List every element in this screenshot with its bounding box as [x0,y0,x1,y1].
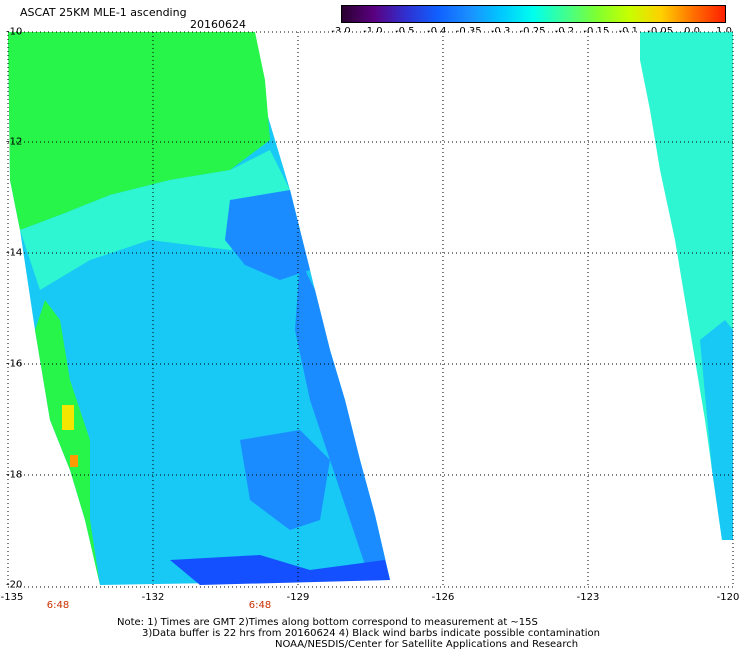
swath-spot-orange [70,455,78,467]
grid-lines [8,32,733,587]
lon-label-126: -126 [431,592,455,603]
lon-label-132: -132 [141,592,165,603]
lat-label-14: -14 [6,247,23,259]
time-label-left: 6:48 [46,600,70,611]
time-label-middle: 6:48 [248,600,272,611]
map-date: 20160624 [190,18,246,31]
lat-label-18: -18 [6,469,23,481]
swath-region-aqua [20,150,300,290]
swath-region-deep-blue [170,555,390,585]
lon-label-135: -135 [0,592,24,603]
swath-region-green [8,32,270,230]
swath-region-blue-edge [295,260,390,580]
map-title: ASCAT 25KM MLE-1 ascending [20,6,187,19]
lon-label-120: -120 [716,592,740,603]
swath-region-blue-upper [225,190,310,280]
lat-label-16: -16 [6,358,23,370]
lat-label-20: -20 [6,579,23,591]
swath-right-blue [700,320,733,540]
note-line-1: Note: 1) Times are GMT 2)Times along bot… [117,617,538,628]
swath-region-blue-lower [240,430,330,530]
lat-label-12: -12 [6,136,23,148]
note-line-2: 3)Data buffer is 22 hrs from 20160624 4)… [142,628,600,639]
note-line-3: NOAA/NESDIS/Center for Satellite Applica… [275,639,579,650]
colorbar [341,5,726,23]
lat-label-10: -10 [6,26,23,38]
lon-label-123: -123 [576,592,600,603]
lon-label-129: -129 [286,592,310,603]
swath-spot-yellow [62,405,74,430]
swath-region-edge-green [35,300,100,585]
